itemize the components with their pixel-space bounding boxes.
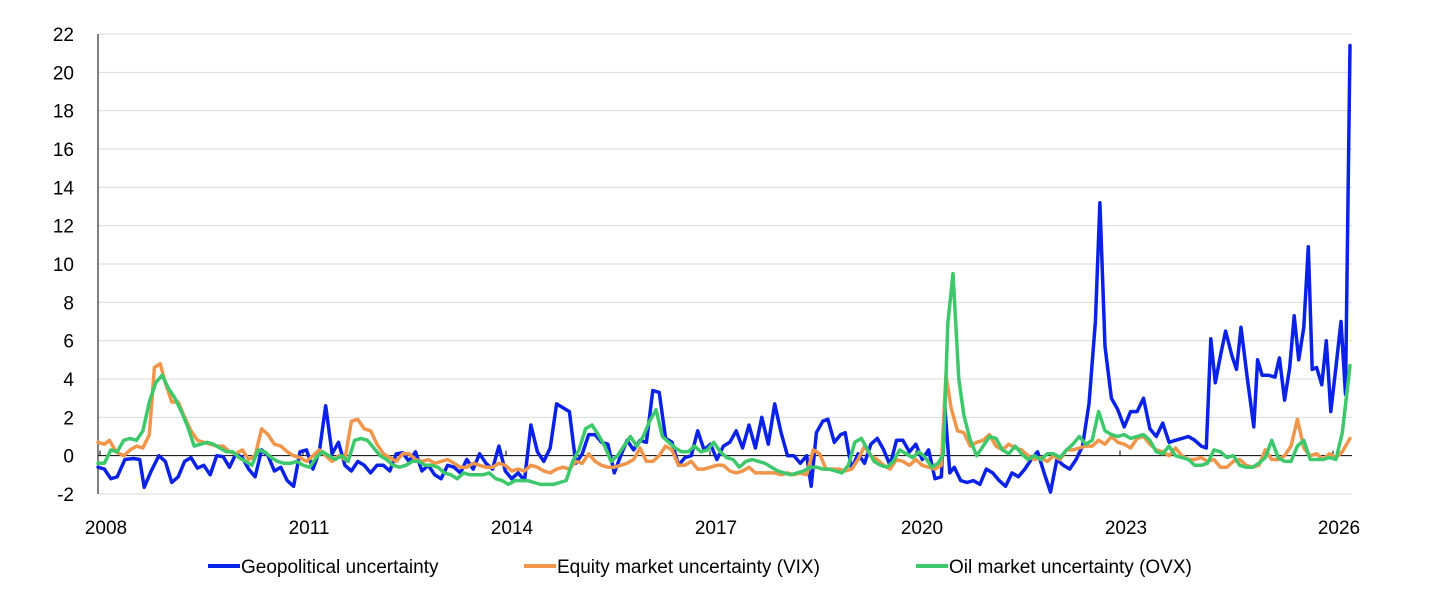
x-tick-label: 2023	[1105, 518, 1147, 539]
series-lines	[96, 43, 1352, 494]
y-tick-label: 20	[53, 63, 74, 84]
legend-item-0: Geopolitical uncertainty	[208, 557, 439, 578]
y-tick-label: 0	[63, 447, 74, 468]
x-tick-label: 2026	[1318, 518, 1360, 539]
legend-label: Equity market uncertainty (VIX)	[557, 557, 820, 578]
legend: Geopolitical uncertainty Equity market un…	[208, 557, 1192, 578]
x-tick-label: 2020	[901, 518, 943, 539]
y-tick-label: 14	[53, 178, 75, 199]
y-tick-label: 16	[53, 140, 74, 161]
y-tick-label: 22	[53, 25, 74, 46]
y-tick-label: 4	[63, 370, 74, 391]
y-tick-label: 6	[63, 332, 74, 353]
legend-label: Geopolitical uncertainty	[241, 557, 439, 578]
x-tick-label: 2008	[85, 518, 127, 539]
y-tick-labels: -2 0 2 4 6 8 10 12 14 16 18 20 22	[53, 25, 75, 506]
legend-label: Oil market uncertainty (OVX)	[949, 557, 1192, 578]
y-tick-label: 18	[53, 102, 74, 123]
series-line-0	[96, 43, 1352, 494]
x-tick-labels: 2008 2011 2014 2017 2020 2023 2026	[85, 518, 1360, 539]
y-tick-label: 2	[63, 408, 74, 429]
series-line-2	[96, 271, 1352, 487]
x-tick-label: 2017	[695, 518, 737, 539]
series-line-1	[96, 361, 1352, 477]
legend-item-2: Oil market uncertainty (OVX)	[916, 557, 1192, 578]
y-tick-label: 10	[53, 255, 74, 276]
legend-item-1: Equity market uncertainty (VIX)	[524, 557, 820, 578]
gridlines	[98, 33, 1352, 495]
x-tick-label: 2011	[289, 518, 330, 539]
y-tick-label: 8	[63, 293, 74, 314]
x-tick-label: 2014	[491, 518, 534, 539]
y-tick-label: -2	[57, 485, 74, 506]
y-tick-label: 12	[53, 217, 74, 238]
